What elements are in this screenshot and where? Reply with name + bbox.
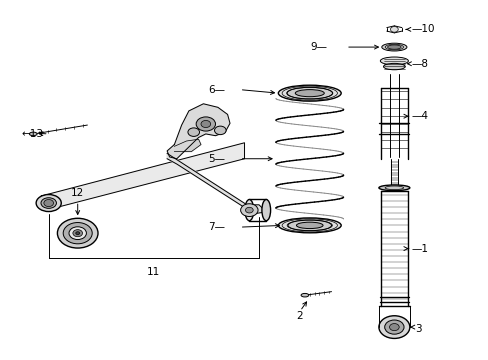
Circle shape [69,227,86,239]
Circle shape [378,316,409,338]
Text: —4: —4 [410,111,427,121]
Ellipse shape [383,63,405,70]
Ellipse shape [262,199,270,221]
Circle shape [384,320,403,334]
Ellipse shape [381,43,406,51]
Text: 12: 12 [71,188,84,198]
Text: ←13: ←13 [21,129,43,139]
Ellipse shape [295,90,324,97]
Ellipse shape [244,199,253,221]
Circle shape [73,230,82,237]
Ellipse shape [380,57,407,65]
Text: 7—: 7— [208,222,224,232]
Text: —8: —8 [410,59,427,69]
Ellipse shape [278,218,341,233]
Text: 3: 3 [414,324,421,334]
Ellipse shape [278,85,341,101]
Text: 11: 11 [147,267,160,277]
Circle shape [390,27,397,32]
Ellipse shape [296,222,323,229]
Polygon shape [41,143,244,210]
Polygon shape [174,139,201,152]
Polygon shape [167,153,265,214]
Text: 6—: 6— [208,85,224,95]
Circle shape [240,204,258,216]
Ellipse shape [286,87,332,99]
Ellipse shape [29,132,37,136]
Text: 2: 2 [295,311,302,321]
Circle shape [57,218,98,248]
Circle shape [201,121,210,127]
Circle shape [196,117,215,131]
Circle shape [245,207,253,213]
Ellipse shape [41,198,56,208]
Text: —10: —10 [410,24,434,34]
Ellipse shape [387,45,400,49]
Text: 5—: 5— [208,154,224,164]
Text: —1: —1 [410,244,427,253]
Circle shape [76,232,80,235]
Text: 9—: 9— [310,42,327,52]
Circle shape [44,199,53,207]
Ellipse shape [301,293,308,297]
Circle shape [214,126,225,135]
Circle shape [187,128,199,136]
Ellipse shape [36,194,61,212]
Polygon shape [167,104,229,159]
Ellipse shape [378,185,409,191]
Ellipse shape [287,220,331,231]
Circle shape [389,324,398,330]
Circle shape [63,222,92,244]
